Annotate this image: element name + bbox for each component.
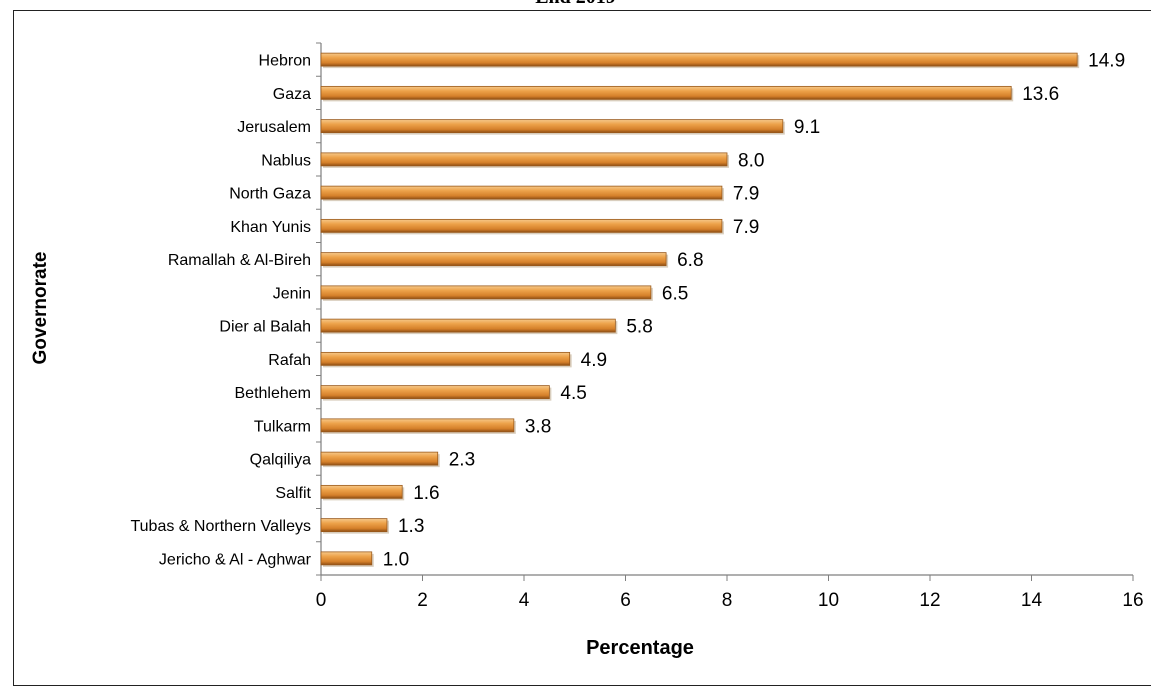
page-title-fragment: End 2019	[0, 0, 1151, 9]
data-label: 2.3	[449, 450, 475, 471]
data-label: 6.8	[677, 250, 703, 271]
data-label: 3.8	[525, 416, 551, 437]
category-label: Rafah	[268, 352, 311, 369]
category-label: Salfit	[275, 485, 311, 502]
x-tick-label: 2	[417, 590, 428, 611]
data-label: 4.9	[581, 350, 607, 371]
bar	[320, 285, 652, 300]
data-label: 13.6	[1022, 84, 1059, 105]
bar	[320, 385, 550, 400]
data-label: 7.9	[733, 184, 759, 205]
category-label: Tubas & Northern Valleys	[130, 518, 311, 535]
bar	[320, 418, 515, 433]
x-tick-label: 14	[1021, 590, 1043, 611]
category-label: Dier al Balah	[219, 319, 311, 336]
x-tick-label: 10	[818, 590, 839, 611]
category-label: Ramallah & Al-Bireh	[168, 252, 311, 269]
data-label: 6.5	[662, 283, 688, 304]
labels-group: Hebron 14.9 Gaza 13.6 Jerusalem 9.1 Nablus 8.0 N…	[130, 51, 1125, 571]
data-label: 8.0	[738, 150, 764, 171]
category-label: Khan Yunis	[230, 219, 311, 236]
category-label: Nablus	[261, 152, 311, 169]
bar	[320, 318, 616, 333]
category-label: Bethlehem	[235, 385, 312, 402]
category-label: Qalqiliya	[250, 452, 311, 469]
category-label: Jenin	[273, 285, 311, 302]
bar	[320, 551, 373, 566]
data-label: 4.5	[560, 383, 586, 404]
data-label: 7.9	[733, 217, 759, 238]
x-tick-label: 4	[519, 590, 530, 611]
data-label: 1.6	[413, 483, 439, 504]
x-tick-label: 0	[316, 590, 327, 611]
bar	[320, 185, 723, 200]
bar	[320, 119, 784, 134]
category-label: Tulkarm	[254, 418, 311, 435]
data-label: 1.0	[383, 549, 409, 570]
category-label: Hebron	[259, 53, 311, 70]
data-label: 14.9	[1088, 51, 1125, 72]
x-tick-label: 8	[722, 590, 733, 611]
bar	[320, 451, 439, 466]
bar	[320, 518, 388, 533]
category-label: North Gaza	[229, 186, 311, 203]
bar	[320, 52, 1078, 67]
bar	[320, 152, 728, 167]
category-label: Jericho & Al - Aghwar	[159, 551, 312, 568]
bar	[320, 252, 667, 267]
y-axis-label: Governorate	[30, 252, 51, 365]
bars-group	[320, 52, 1080, 567]
data-label: 5.8	[626, 317, 652, 338]
x-axis-label: Percentage	[586, 637, 694, 659]
x-tick-label: 6	[620, 590, 631, 611]
bar	[320, 351, 571, 366]
bar	[320, 484, 403, 499]
x-tick-label: 16	[1122, 590, 1143, 611]
data-label: 1.3	[398, 516, 424, 537]
x-tick-label: 12	[919, 590, 940, 611]
data-label: 9.1	[794, 117, 820, 138]
bar	[320, 218, 723, 233]
bar	[320, 85, 1012, 100]
category-label: Gaza	[273, 86, 311, 103]
category-label: Jerusalem	[237, 119, 311, 136]
